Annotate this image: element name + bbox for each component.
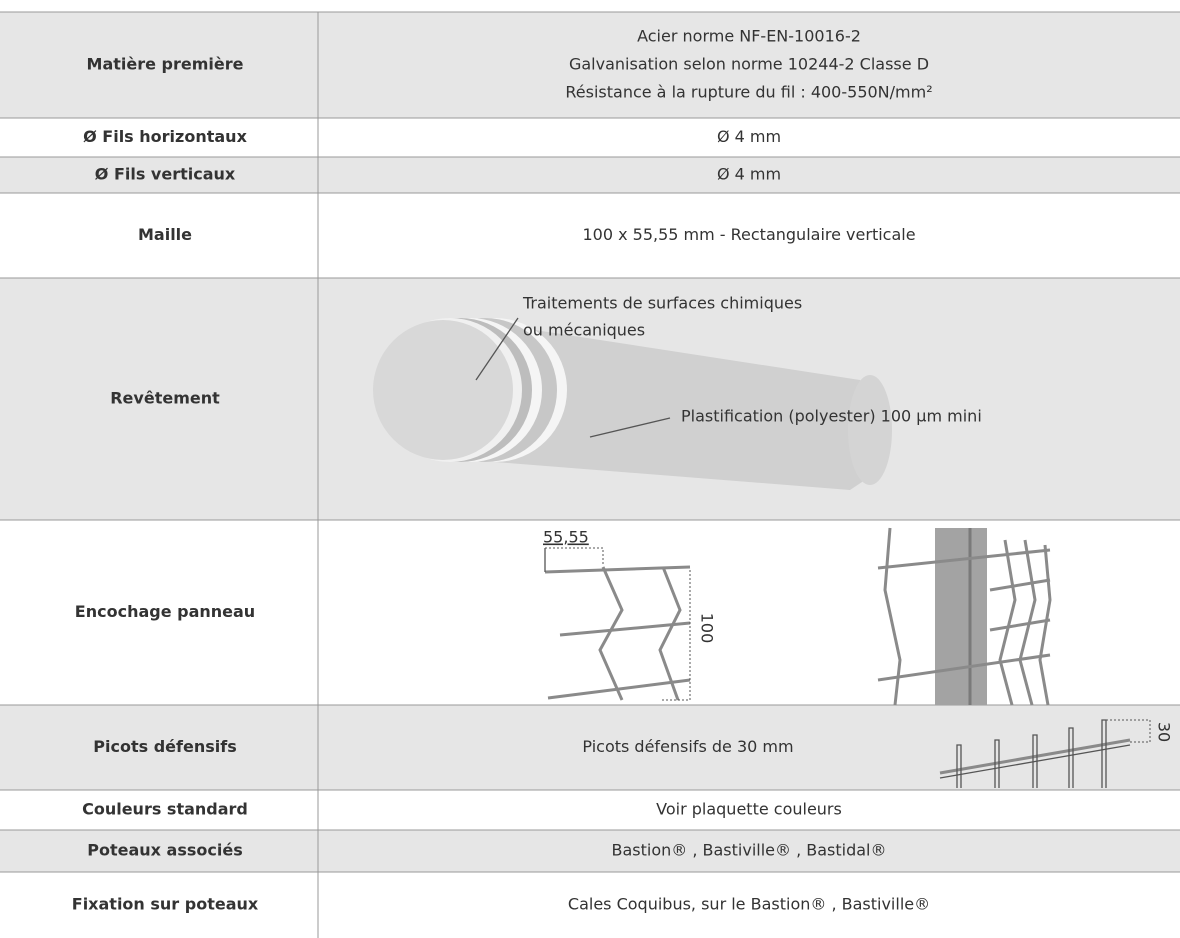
- row-label: Matière première: [87, 55, 244, 74]
- annotation: Plastification (polyester) 100 µm mini: [681, 407, 982, 426]
- row-background: [0, 830, 1180, 872]
- row-value: Voir plaquette couleurs: [656, 800, 842, 819]
- row-background: [0, 157, 1180, 193]
- panel-illustration: [544, 527, 1052, 706]
- row-value: Ø 4 mm: [717, 165, 781, 184]
- row-background: [0, 12, 1180, 118]
- row-background: [0, 790, 1180, 830]
- row-value: Ø 4 mm: [717, 127, 781, 146]
- row-label: Maille: [138, 225, 192, 244]
- row-label: Revêtement: [110, 389, 220, 408]
- row-label: Ø Fils verticaux: [95, 165, 236, 184]
- row-value-line: Galvanisation selon norme 10244-2 Classe…: [569, 55, 929, 74]
- dimension: 100: [698, 613, 717, 644]
- row-background: [0, 193, 1180, 278]
- row-value-line: Résistance à la rupture du fil : 400-550…: [565, 83, 932, 102]
- row-label: Poteaux associés: [87, 841, 242, 860]
- annotation: ou mécaniques: [523, 321, 645, 340]
- row-value: Picots défensifs de 30 mm: [582, 737, 793, 756]
- row-label: Picots défensifs: [93, 737, 236, 756]
- row-label: Fixation sur poteaux: [72, 895, 259, 914]
- annotation: Traitements de surfaces chimiques: [522, 294, 802, 313]
- row-value: 100 x 55,55 mm - Rectangulaire verticale: [582, 225, 915, 244]
- dimension: 55,55: [543, 528, 589, 547]
- dimension: 30: [1155, 722, 1174, 742]
- row-label: Ø Fils horizontaux: [83, 127, 247, 146]
- coating-illustration: [373, 317, 892, 490]
- row-value-line: Acier norme NF-EN-10016-2: [637, 27, 861, 46]
- row-background: [0, 705, 1180, 790]
- row-label: Couleurs standard: [82, 800, 248, 819]
- spikes-illustration: [939, 719, 1151, 788]
- row-background: [0, 872, 1180, 938]
- row-background: [0, 118, 1180, 157]
- row-value: Bastion® , Bastiville® , Bastidal®: [611, 841, 886, 860]
- row-label: Encochage panneau: [75, 602, 255, 621]
- row-value: Cales Coquibus, sur le Bastion® , Bastiv…: [568, 895, 930, 914]
